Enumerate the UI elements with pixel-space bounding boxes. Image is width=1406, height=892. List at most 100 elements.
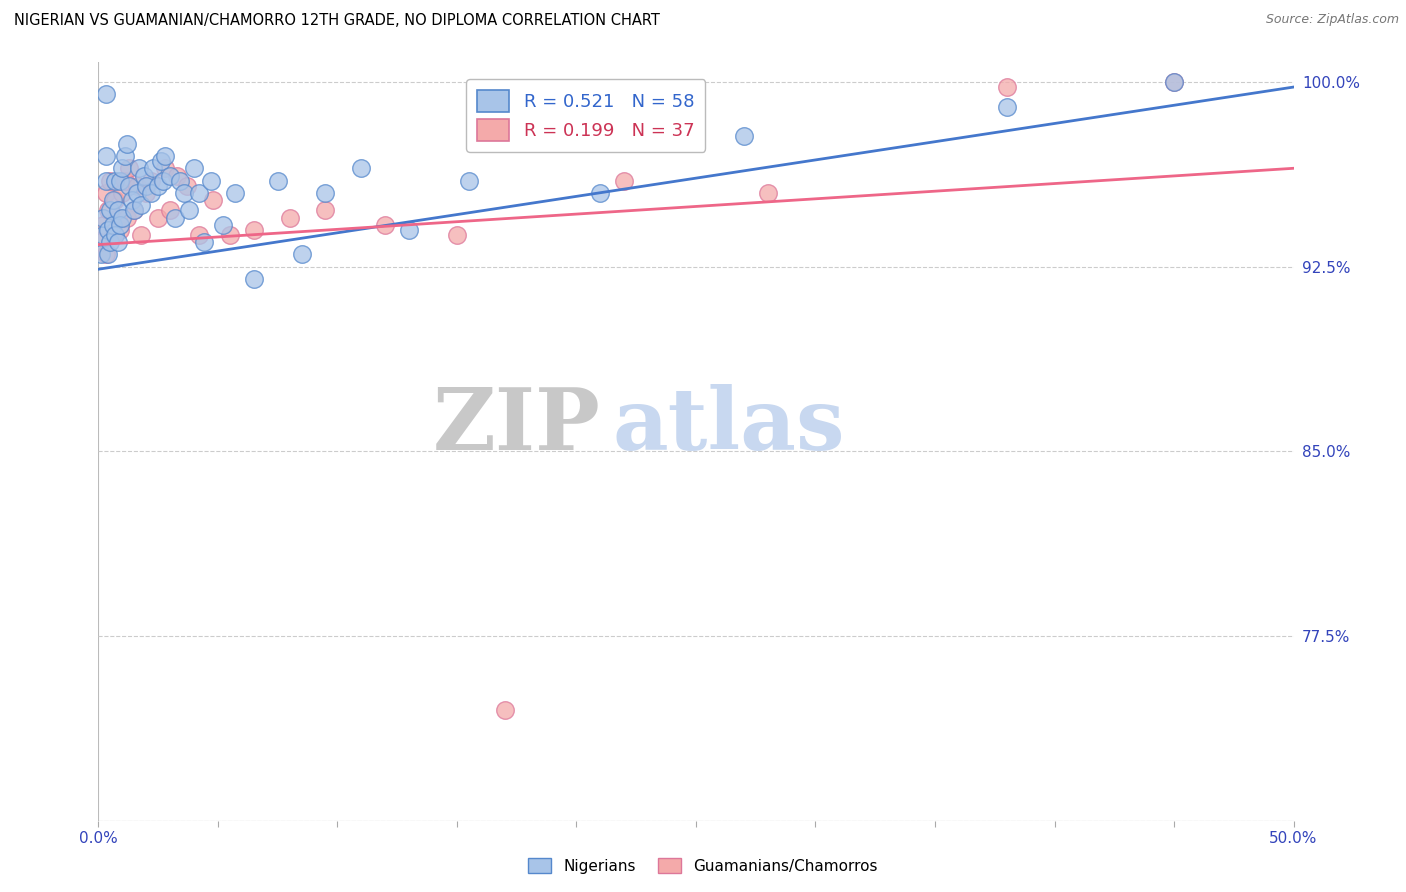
Point	[756, 186, 779, 200]
Point	[135, 178, 157, 193]
Point	[211, 218, 233, 232]
Point	[173, 186, 195, 200]
Point	[104, 194, 127, 208]
Point	[278, 211, 301, 225]
Point	[193, 235, 215, 249]
Point	[91, 227, 114, 242]
Point	[1163, 75, 1185, 89]
Point	[187, 227, 209, 242]
Point	[124, 203, 146, 218]
Point	[131, 227, 153, 242]
Point	[111, 211, 134, 225]
Point	[118, 178, 141, 193]
Point	[374, 218, 396, 232]
Point	[104, 173, 127, 187]
Point	[142, 161, 165, 176]
Point	[202, 194, 225, 208]
Point	[219, 227, 242, 242]
Point	[267, 173, 290, 187]
Point	[458, 173, 481, 187]
Point	[101, 194, 124, 208]
Point	[155, 161, 177, 176]
Point	[115, 136, 138, 151]
Point	[179, 203, 201, 218]
Point	[94, 87, 117, 102]
Point	[97, 223, 120, 237]
Point	[98, 235, 122, 249]
Point	[187, 186, 209, 200]
Point	[139, 186, 162, 200]
Point	[108, 223, 131, 237]
Point	[107, 203, 129, 218]
Point	[118, 161, 141, 176]
Point	[169, 173, 191, 187]
Point	[98, 203, 122, 218]
Point	[159, 203, 181, 218]
Point	[91, 218, 114, 232]
Point	[183, 161, 205, 176]
Legend: Nigerians, Guamanians/Chamorros: Nigerians, Guamanians/Chamorros	[522, 852, 884, 880]
Point	[114, 149, 136, 163]
Text: Source: ZipAtlas.com: Source: ZipAtlas.com	[1265, 13, 1399, 27]
Point	[176, 178, 198, 193]
Point	[446, 227, 468, 242]
Point	[114, 173, 136, 187]
Point	[115, 211, 138, 225]
Text: NIGERIAN VS GUAMANIAN/CHAMORRO 12TH GRADE, NO DIPLOMA CORRELATION CHART: NIGERIAN VS GUAMANIAN/CHAMORRO 12TH GRAD…	[14, 13, 659, 29]
Point	[148, 178, 170, 193]
Point	[159, 169, 181, 183]
Point	[139, 173, 162, 187]
Point	[98, 173, 122, 187]
Point	[243, 272, 266, 286]
Point	[733, 129, 755, 144]
Point	[94, 149, 117, 163]
Point	[97, 247, 120, 261]
Point	[155, 149, 177, 163]
Point	[152, 173, 174, 187]
Point	[200, 173, 222, 187]
Point	[128, 161, 150, 176]
Point	[589, 186, 612, 200]
Point	[104, 227, 127, 242]
Point	[1163, 75, 1185, 89]
Point	[124, 203, 146, 218]
Point	[107, 211, 129, 225]
Point	[94, 173, 117, 187]
Point	[995, 100, 1018, 114]
Point	[315, 186, 337, 200]
Point	[111, 186, 134, 200]
Point	[107, 235, 129, 249]
Point	[97, 203, 120, 218]
Point	[166, 169, 188, 183]
Point	[494, 703, 516, 717]
Point	[108, 218, 131, 232]
Point	[243, 223, 266, 237]
Point	[91, 211, 114, 225]
Point	[149, 153, 172, 168]
Point	[111, 161, 134, 176]
Point	[125, 178, 148, 193]
Point	[94, 247, 117, 261]
Point	[94, 186, 117, 200]
Point	[132, 169, 155, 183]
Point	[108, 173, 131, 187]
Legend: R = 0.521   N = 58, R = 0.199   N = 37: R = 0.521 N = 58, R = 0.199 N = 37	[465, 79, 706, 152]
Point	[148, 211, 170, 225]
Point	[90, 247, 112, 261]
Point	[163, 211, 186, 225]
Point	[125, 186, 148, 200]
Point	[135, 186, 157, 200]
Point	[315, 203, 337, 218]
Point	[995, 80, 1018, 95]
Point	[350, 161, 373, 176]
Point	[131, 198, 153, 212]
Text: atlas: atlas	[613, 384, 845, 468]
Point	[291, 247, 314, 261]
Point	[121, 194, 143, 208]
Point	[224, 186, 246, 200]
Point	[398, 223, 420, 237]
Text: ZIP: ZIP	[433, 384, 600, 468]
Point	[613, 173, 636, 187]
Point	[101, 218, 124, 232]
Point	[90, 235, 112, 249]
